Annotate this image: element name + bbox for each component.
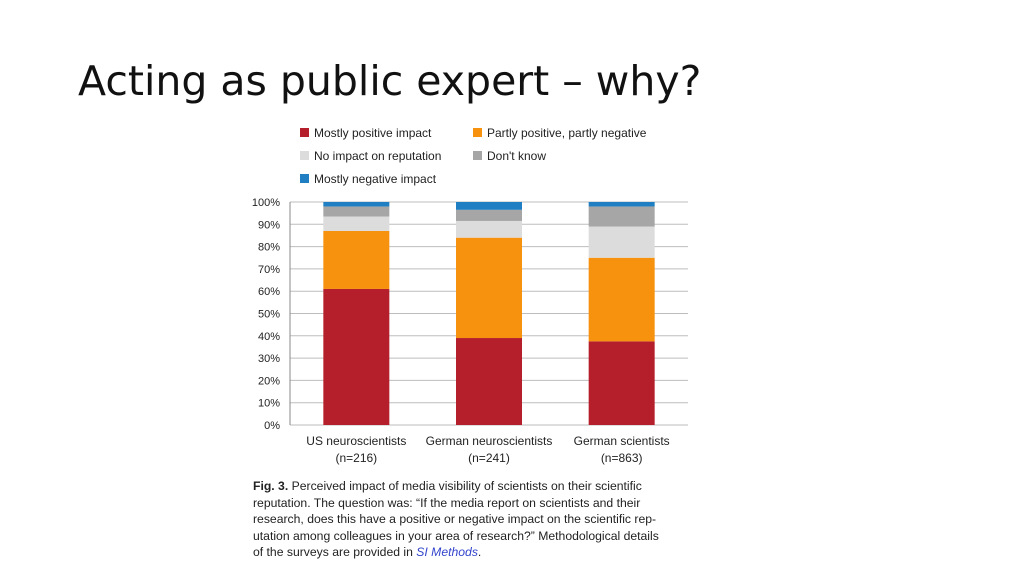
legend-swatch: [473, 128, 482, 137]
y-tick-label: 20%: [258, 375, 280, 387]
y-tick-label: 60%: [258, 286, 280, 298]
bar-segment: [588, 226, 655, 258]
caption-line-1: Perceived impact of media visibility of …: [291, 479, 642, 493]
legend-swatch: [300, 174, 309, 183]
bar-segment: [588, 206, 655, 227]
bar-segment: [456, 202, 522, 210]
category-sublabel: (n=863): [601, 451, 643, 465]
category-label: US neuroscientists: [306, 434, 406, 448]
category-label: German neuroscientists: [426, 434, 553, 448]
bar-segment: [456, 209, 522, 221]
caption-line-2: reputation. The question was: “If the me…: [253, 495, 641, 510]
caption-line-3: research, does this have a positive or n…: [253, 512, 657, 527]
y-tick-label: 100%: [252, 197, 280, 209]
y-tick-label: 10%: [258, 398, 280, 410]
category-label: German scientists: [574, 434, 670, 448]
y-tick-label: 50%: [258, 309, 280, 321]
legend-swatch: [300, 151, 309, 160]
bar-segment: [323, 206, 390, 217]
bar-segment: [588, 202, 655, 207]
bar-segment: [588, 341, 655, 425]
category-sublabel: (n=216): [335, 451, 377, 465]
legend-label: Mostly negative impact: [314, 172, 437, 186]
caption-period: .: [477, 545, 482, 560]
bar-segment: [323, 230, 390, 289]
y-tick-label: 70%: [258, 264, 280, 276]
bar-segment: [323, 216, 390, 231]
legend-label: Don't know: [487, 149, 546, 163]
caption-line-4: utation among colleagues in your area of…: [253, 528, 659, 543]
legend-swatch: [473, 151, 482, 160]
stacked-bar-chart: Mostly positive impact Partly positive, p…: [252, 126, 688, 465]
category-sublabel: (n=241): [468, 451, 510, 465]
y-tick-label: 80%: [258, 242, 280, 254]
bar-segment: [456, 220, 522, 238]
legend-label: Mostly positive impact: [314, 126, 432, 140]
legend-swatch: [300, 128, 309, 137]
legend-label: No impact on reputation: [314, 149, 441, 163]
bar-segment: [456, 237, 522, 339]
si-methods-link[interactable]: SI Methods: [416, 545, 478, 560]
y-tick-label: 40%: [258, 331, 280, 343]
y-tick-label: 0%: [264, 420, 280, 432]
bar-segment: [588, 257, 655, 342]
bar-segment: [456, 338, 522, 425]
y-tick-label: 30%: [258, 353, 280, 365]
figure-caption: Fig. 3. Perceived impact of media visibi…: [253, 478, 693, 561]
slide-title: Acting as public expert – why?: [78, 57, 702, 105]
caption-fig-label: Fig. 3.: [253, 479, 289, 493]
bar-segment: [323, 288, 390, 425]
legend-label: Partly positive, partly negative: [487, 126, 647, 140]
bar-segment: [323, 202, 390, 207]
y-tick-label: 90%: [258, 219, 280, 231]
caption-line-5: of the surveys are provided in: [253, 545, 417, 560]
figure: Mostly positive impact Partly positive, p…: [240, 118, 700, 568]
